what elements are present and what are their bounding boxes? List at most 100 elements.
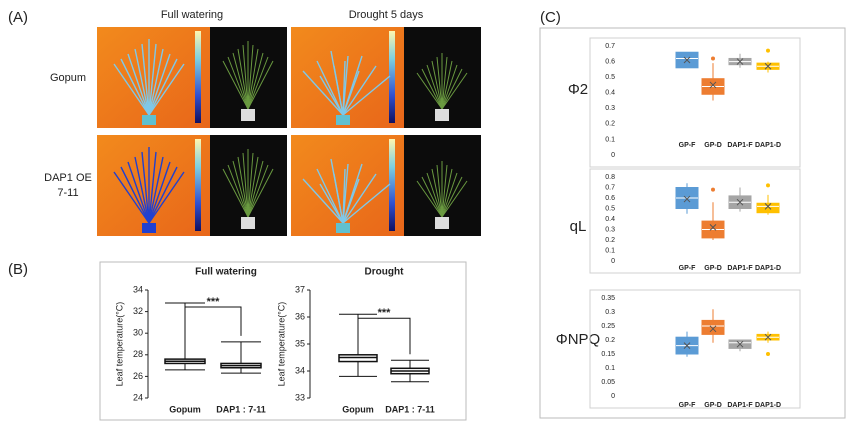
- column-title: Drought 5 days: [349, 9, 424, 21]
- thermal-image: [97, 27, 210, 128]
- plant-leaf: [247, 60, 274, 110]
- plant-leaf: [148, 166, 178, 224]
- outlier: [711, 187, 715, 192]
- plant-leaf: [237, 156, 249, 218]
- y-tick-label: 34: [295, 365, 305, 375]
- plot-frame: [589, 37, 801, 168]
- plant-leaf: [421, 68, 443, 110]
- y-tick-label: 0: [611, 393, 615, 400]
- significance-bracket: [358, 317, 411, 355]
- plant-leaf: [113, 63, 150, 116]
- y-tick-label: 0: [611, 258, 615, 265]
- mean-marker: [683, 342, 691, 349]
- plant-leaf: [431, 168, 443, 218]
- mean-marker: [709, 81, 717, 89]
- plant-leaf: [330, 158, 344, 224]
- y-axis-label: Leaf temperature(°C): [276, 302, 286, 387]
- x-tick-label: DAP1-F: [727, 142, 753, 149]
- y-tick-label: 0.3: [605, 309, 615, 316]
- row-title: Gopum: [50, 72, 86, 84]
- mean-marker: [736, 340, 744, 348]
- y-tick-label: 0.3: [605, 105, 615, 112]
- x-tick-label: GP-D: [704, 265, 722, 272]
- box: [701, 319, 725, 335]
- plant-leaf: [342, 183, 391, 224]
- plant-leaf: [436, 164, 443, 218]
- x-tick-label: GP-D: [704, 402, 722, 409]
- thermal-image: [291, 135, 404, 236]
- plant-leaf: [342, 65, 377, 116]
- y-tick-label: 0.4: [605, 216, 615, 223]
- plant-leaf: [247, 152, 254, 218]
- pot: [142, 223, 156, 233]
- y-tick-label: 35: [295, 338, 305, 348]
- mean-marker: [736, 58, 744, 65]
- pot: [336, 223, 350, 233]
- x-tick-label: GP-D: [704, 142, 722, 149]
- plant-leaf: [441, 176, 463, 218]
- mean-marker: [764, 333, 772, 341]
- row-title: 7-11: [57, 187, 78, 199]
- y-tick-label: 0.7: [605, 43, 615, 50]
- pot: [435, 109, 449, 121]
- outlier: [766, 352, 770, 356]
- y-tick-label: 34: [133, 284, 143, 294]
- mean-marker: [764, 62, 772, 70]
- plant-leaf: [127, 161, 150, 224]
- colorbar: [195, 31, 201, 123]
- y-tick-label: 24: [133, 392, 143, 402]
- plant-leaf: [342, 75, 391, 116]
- panel-frame: [539, 27, 846, 419]
- panel-frame: [99, 261, 467, 421]
- plant-leaf: [148, 63, 185, 116]
- x-tick-label: DAP1 : 7-11: [385, 404, 435, 414]
- parameter-label: Φ2: [568, 81, 588, 98]
- plant-leaf: [148, 48, 164, 116]
- significance: ***: [207, 296, 221, 308]
- y-tick-label: 0.4: [605, 90, 615, 97]
- colorbar: [389, 139, 395, 231]
- plant-leaf: [113, 171, 150, 224]
- plant-leaf: [120, 58, 150, 116]
- y-tick-label: 0.5: [605, 74, 615, 81]
- significance: ***: [378, 307, 392, 319]
- plant-leaf: [441, 180, 468, 218]
- box: [756, 202, 780, 214]
- x-tick-label: DAP1 : 7-11: [216, 404, 266, 414]
- y-tick-label: 0.1: [605, 136, 615, 143]
- y-tick-label: 30: [133, 328, 143, 338]
- chart-title: Drought: [365, 267, 405, 278]
- plant-leaf: [436, 56, 443, 110]
- x-tick-label: DAP1-F: [727, 402, 753, 409]
- thermal-image: [97, 135, 210, 236]
- y-tick-label: 0.3: [605, 226, 615, 233]
- plant-leaf: [148, 53, 171, 116]
- y-tick-label: 0.35: [601, 295, 615, 302]
- plant-leaf: [148, 58, 178, 116]
- y-tick-label: 37: [295, 284, 305, 294]
- plant-leaf: [232, 160, 249, 218]
- y-tick-label: 0.5: [605, 205, 615, 212]
- plant-leaf: [148, 171, 185, 224]
- plant-leaf: [141, 151, 150, 224]
- plant-leaf: [316, 168, 344, 224]
- plant-leaf: [247, 156, 259, 218]
- panel-label: (C): [540, 9, 561, 26]
- plant-leaf: [342, 168, 346, 224]
- y-tick-label: 0.7: [605, 184, 615, 191]
- y-tick-label: 0.2: [605, 237, 615, 244]
- plant-leaf: [120, 166, 150, 224]
- plant-leaf: [242, 152, 249, 218]
- pot: [142, 115, 156, 125]
- plant-leaf: [441, 56, 448, 110]
- x-tick-label: DAP1-F: [727, 265, 753, 272]
- plant-leaf: [222, 60, 249, 110]
- plant-leaf: [141, 43, 150, 116]
- plot-frame: [589, 289, 801, 409]
- panel-label: (A): [8, 9, 28, 26]
- plant-leaf: [247, 56, 269, 110]
- x-tick-label: GP-F: [679, 265, 696, 272]
- plant-leaf: [247, 160, 264, 218]
- pot: [241, 109, 255, 121]
